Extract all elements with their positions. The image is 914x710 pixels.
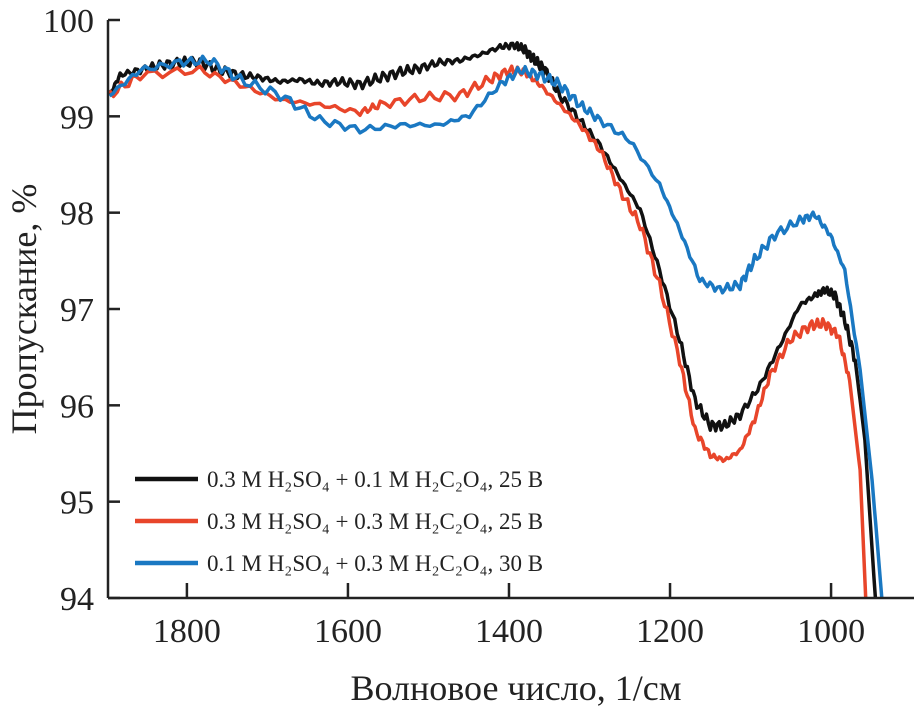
y-tick-label: 98 bbox=[60, 196, 94, 233]
series-line-3 bbox=[108, 54, 884, 598]
x-tick-label: 1200 bbox=[636, 613, 704, 650]
x-tick-label: 1800 bbox=[153, 613, 221, 650]
y-tick-label: 96 bbox=[60, 388, 94, 425]
series-line-1 bbox=[108, 41, 878, 598]
y-tick-label: 100 bbox=[43, 3, 94, 40]
x-tick-label: 1000 bbox=[797, 613, 865, 650]
y-tick-label: 94 bbox=[60, 581, 94, 618]
legend-label: 0.3 M H₂SO₄ + 0.3 M H₂C₂O₄, 25 B bbox=[207, 509, 543, 534]
y-tick-label: 99 bbox=[60, 99, 94, 136]
legend-label: 0.3 M H₂SO₄ + 0.1 M H₂C₂O₄, 25 B bbox=[207, 467, 543, 492]
x-axis-label: Волновое число, 1/см bbox=[350, 668, 681, 708]
legend-label: 0.1 M H₂SO₄ + 0.3 M H₂C₂O₄, 30 B bbox=[207, 551, 543, 576]
series-layer bbox=[108, 41, 884, 598]
x-tick-label: 1400 bbox=[475, 613, 543, 650]
y-tick-label: 95 bbox=[60, 485, 94, 522]
x-tick-label: 1600 bbox=[314, 613, 382, 650]
y-axis-label: Пропускание, % bbox=[4, 184, 44, 435]
y-tick-label: 97 bbox=[60, 292, 94, 329]
ticks: 1800 1600 1400 1200 1000 94 95 96 97 98 99 100 bbox=[43, 3, 865, 650]
legend: 0.3 M H₂SO₄ + 0.1 M H₂C₂O₄, 25 B 0.3 M H₂… bbox=[135, 467, 543, 576]
series-line-2 bbox=[108, 64, 868, 598]
